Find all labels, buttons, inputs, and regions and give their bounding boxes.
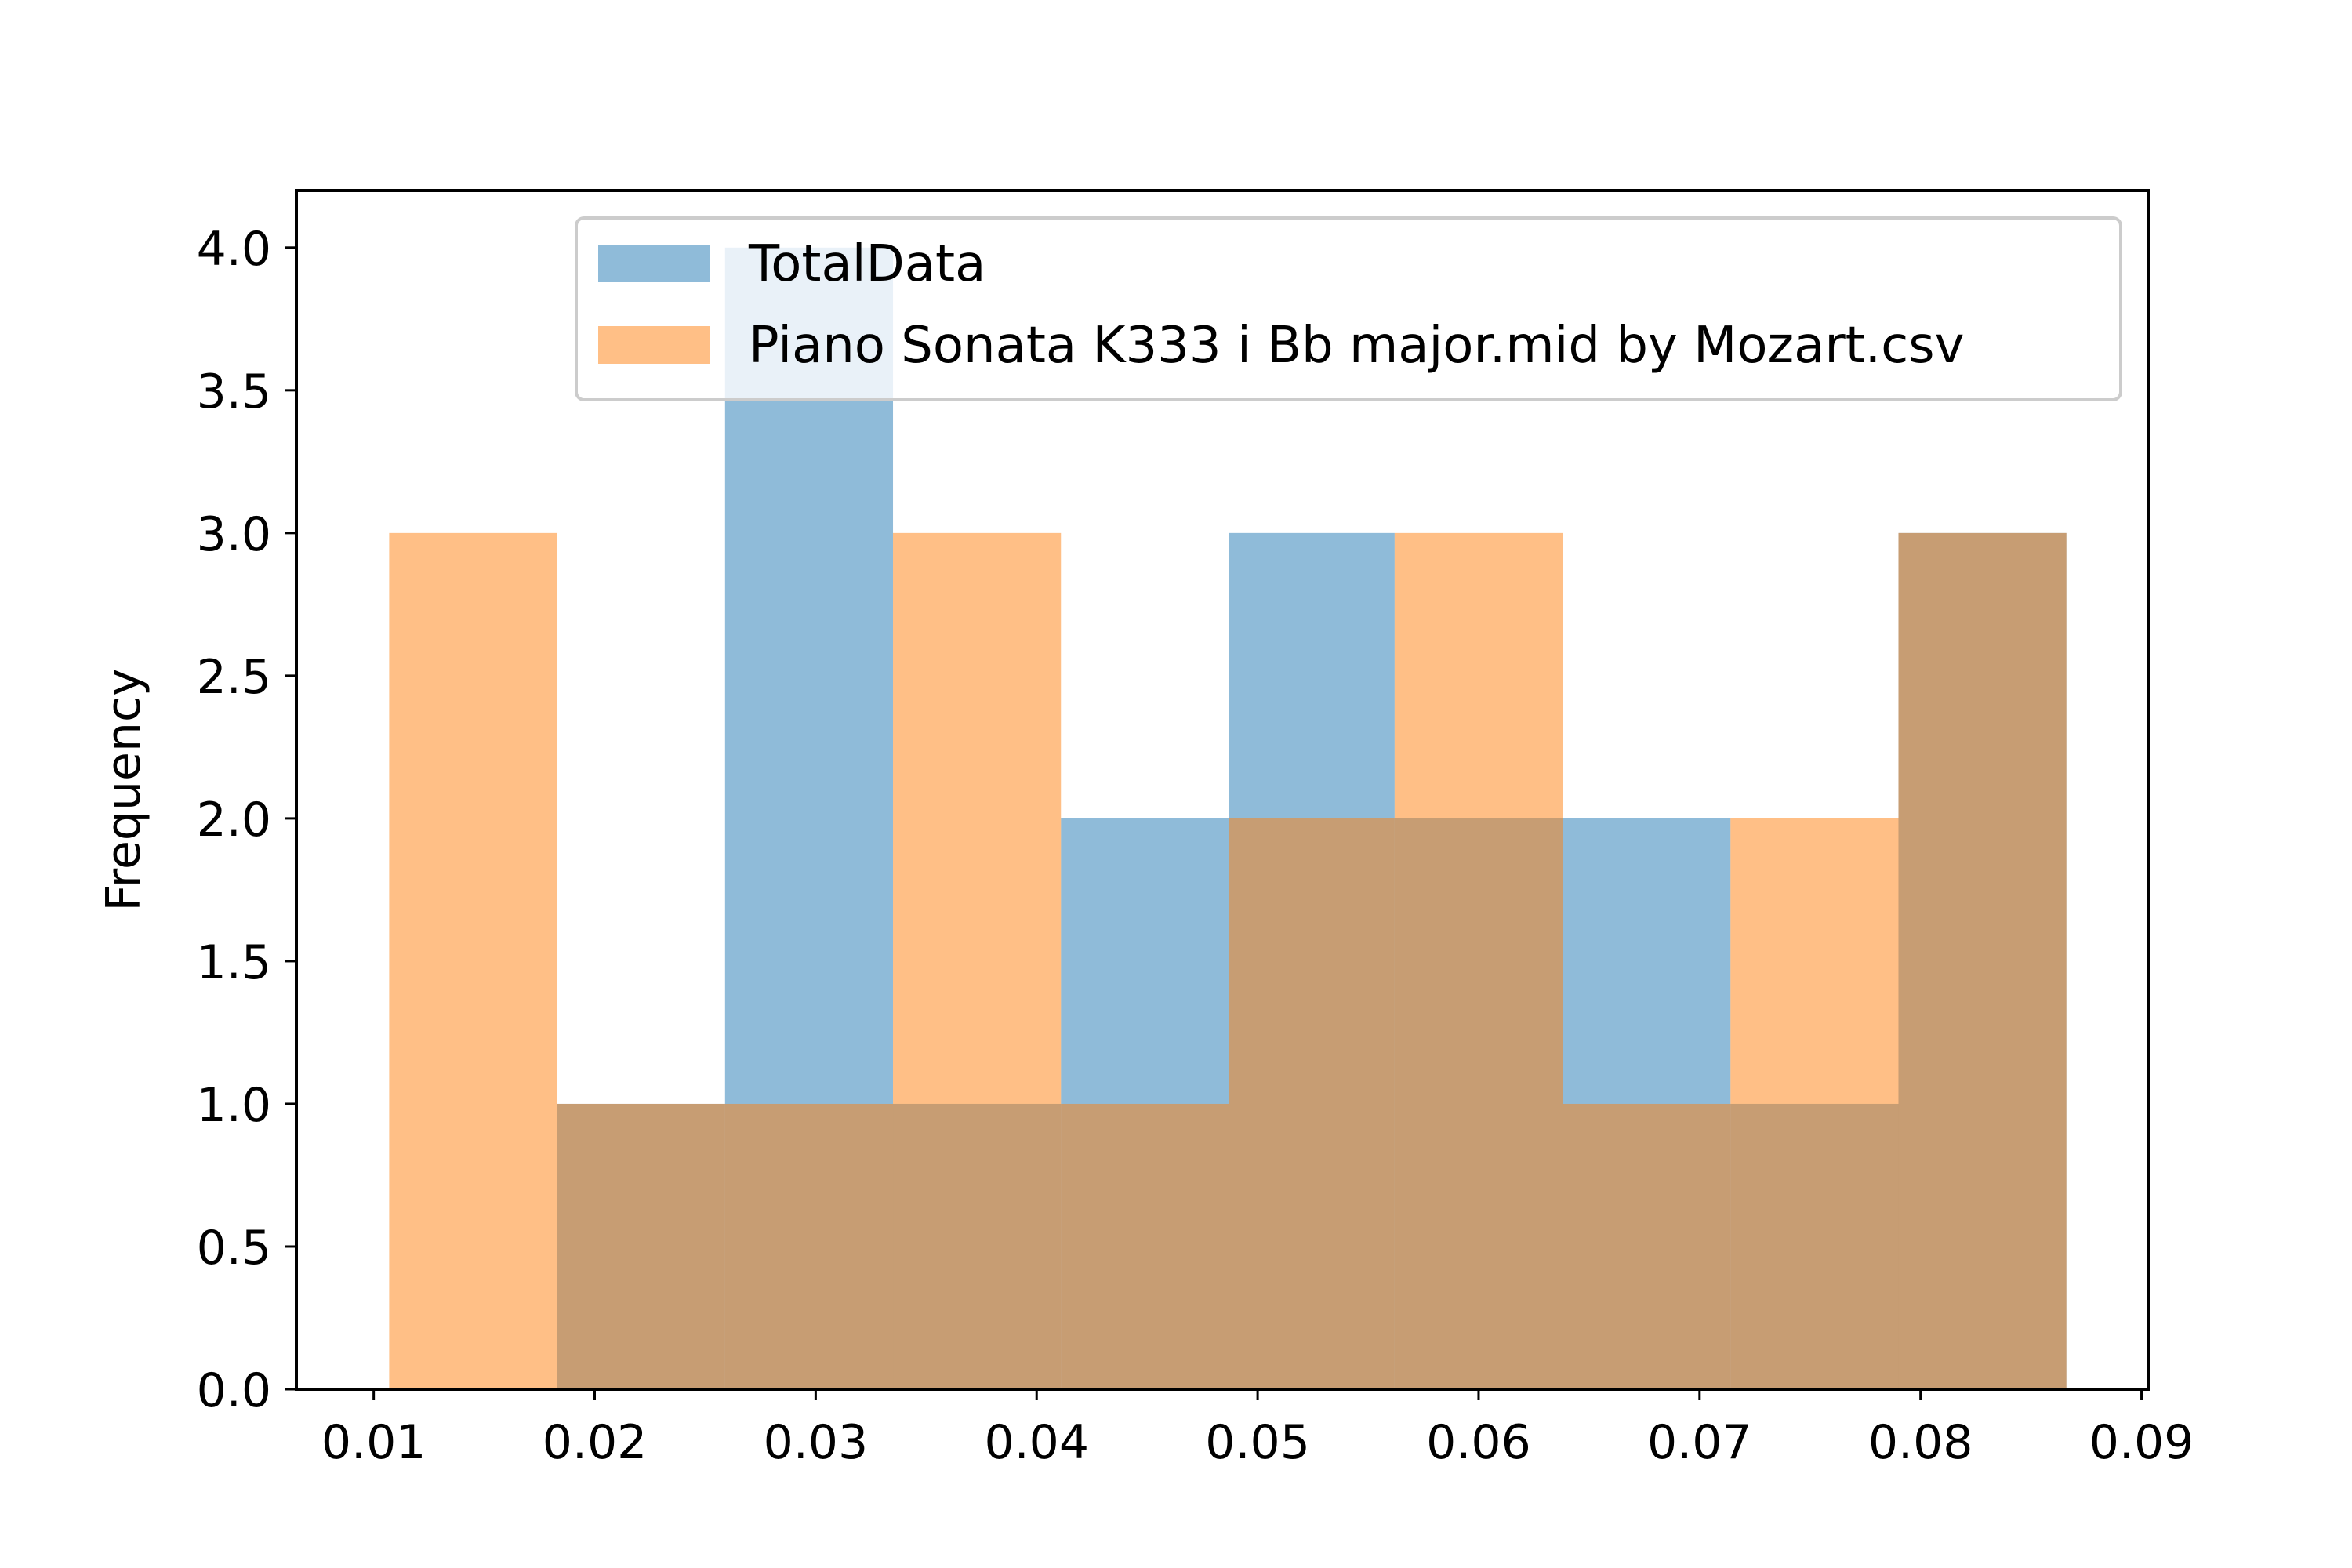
- x-tick-label: 0.04: [984, 1415, 1089, 1470]
- y-tick-label: 1.0: [197, 1078, 271, 1133]
- y-tick-label: 2.5: [197, 650, 271, 705]
- x-tick-label: 0.06: [1426, 1415, 1531, 1470]
- histogram-bar-series-2: [893, 532, 1062, 1389]
- histogram-bar-series-2: [1898, 532, 2067, 1389]
- legend-label: TotalData: [748, 235, 985, 293]
- plot-frame: [295, 189, 2150, 1391]
- x-tick-label: 0.05: [1205, 1415, 1310, 1470]
- y-tick-label: 0.0: [197, 1363, 271, 1418]
- legend: TotalData Piano Sonata K333 i Bb major.mi…: [575, 216, 2122, 401]
- histogram-bar-series-2: [1229, 818, 1395, 1389]
- x-tick-label: 0.03: [764, 1415, 869, 1470]
- histogram-bar-series-2: [389, 532, 557, 1389]
- histogram-bar-series-2: [1730, 818, 1899, 1389]
- y-axis: 0.0 0.5 1.0 1.5 2.0 2.5 3.0 3.5 4.0: [197, 222, 296, 1418]
- y-tick-label: 1.5: [197, 935, 271, 990]
- histogram-bars: [389, 247, 2067, 1389]
- x-axis: 0.01 0.02 0.03 0.04 0.05 0.06 0.07 0.08 0.09: [321, 1389, 2194, 1470]
- legend-swatch: [598, 326, 710, 364]
- legend-box: [575, 216, 2122, 401]
- legend-label: Piano Sonata K333 i Bb major.mid by Moza…: [749, 317, 1965, 375]
- x-tick-label: 0.02: [543, 1415, 648, 1470]
- x-tick-label: 0.09: [2089, 1415, 2194, 1470]
- y-tick-label: 3.0: [197, 507, 271, 562]
- x-tick-label: 0.08: [1868, 1415, 1973, 1470]
- y-tick-label: 4.0: [197, 222, 271, 277]
- y-axis-label: Frequency: [96, 669, 151, 912]
- y-tick-label: 0.5: [197, 1221, 271, 1276]
- histogram-bar-series-2: [557, 1103, 725, 1389]
- histogram-bar-series-2: [1394, 532, 1563, 1389]
- histogram-bar-series-2: [1563, 1103, 1731, 1389]
- y-tick-label: 2.0: [197, 793, 271, 848]
- histogram-bar-series-2: [1061, 1103, 1229, 1389]
- y-tick-label: 3.5: [197, 365, 271, 419]
- x-tick-label: 0.01: [321, 1415, 426, 1470]
- x-tick-label: 0.07: [1647, 1415, 1752, 1470]
- histogram-bar-series-2: [724, 1103, 894, 1389]
- legend-swatch: [598, 245, 710, 282]
